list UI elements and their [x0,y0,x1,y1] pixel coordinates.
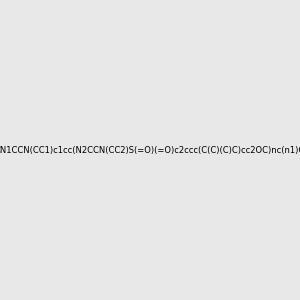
Text: CN1CCN(CC1)c1cc(N2CCN(CC2)S(=O)(=O)c2ccc(C(C)(C)C)cc2OC)nc(n1)C: CN1CCN(CC1)c1cc(N2CCN(CC2)S(=O)(=O)c2ccc… [0,146,300,154]
